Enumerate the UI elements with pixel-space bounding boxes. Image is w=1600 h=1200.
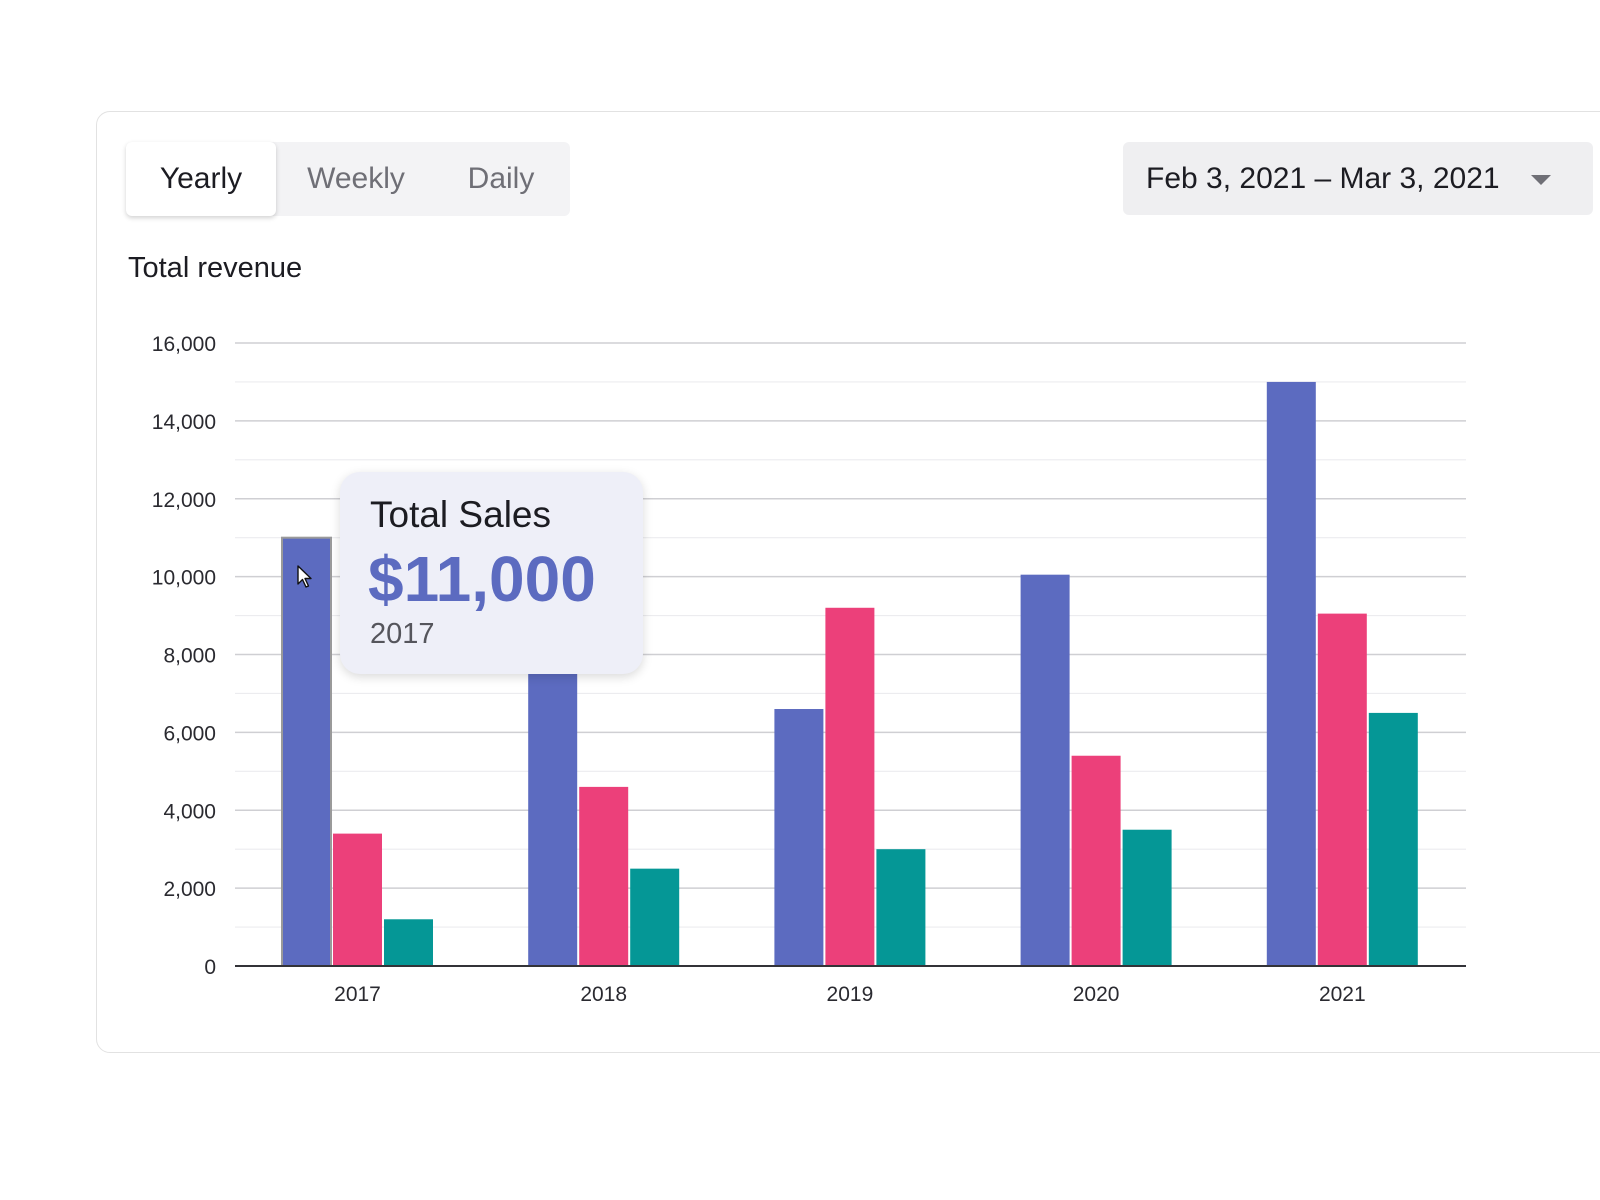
chart-section-title: Total revenue	[128, 252, 303, 284]
bar-2018-series-2[interactable]	[579, 786, 629, 966]
x-tick-label: 2019	[827, 983, 874, 1006]
chart-axes: 0 2,000 4,000 6,000 8,000 10,000 12,000 14,000 1…	[152, 333, 1466, 1006]
tooltip-category: 2017	[370, 618, 435, 650]
y-tick-label: 4,000	[163, 800, 216, 823]
date-range-select[interactable]: Feb 3, 2021 – Mar 3, 2021	[1123, 142, 1593, 215]
bar-2019-series-3[interactable]	[876, 849, 926, 966]
chart-bars	[281, 381, 1418, 967]
bar-2017-series-3[interactable]	[384, 919, 433, 966]
date-range-label: Feb 3, 2021 – Mar 3, 2021	[1146, 162, 1500, 195]
bar-2021-series-3[interactable]	[1368, 712, 1418, 966]
chevron-down-icon[interactable]	[1531, 175, 1551, 185]
x-tick-label: 2018	[580, 983, 627, 1006]
bar-2017-series-1[interactable]	[281, 536, 332, 967]
y-tick-label: 2,000	[163, 878, 216, 901]
bar-2017-series-2[interactable]	[333, 833, 382, 966]
y-tick-label: 10,000	[152, 567, 216, 590]
bar-2021-series-2[interactable]	[1317, 613, 1367, 966]
x-tick-label: 2021	[1319, 983, 1366, 1006]
tab-yearly[interactable]: Yearly	[126, 142, 276, 216]
chart-tooltip: Total Sales $11,000 2017	[340, 472, 643, 674]
y-tick-label: 16,000	[152, 333, 216, 356]
tooltip-value: $11,000	[368, 543, 596, 615]
bar-2021-series-1[interactable]	[1266, 381, 1316, 966]
period-tabs: Yearly Weekly Daily	[126, 142, 570, 216]
mouse-pointer-icon	[297, 565, 312, 588]
bar-2019-series-2[interactable]	[825, 607, 875, 966]
y-tick-label: 12,000	[152, 489, 216, 512]
tab-weekly[interactable]: Weekly	[307, 162, 405, 195]
bar-2020-series-1[interactable]	[1020, 574, 1070, 966]
x-tick-label: 2017	[334, 983, 381, 1006]
bar-2020-series-3[interactable]	[1122, 829, 1172, 966]
bar-2019-series-1[interactable]	[774, 709, 824, 966]
y-tick-label: 0	[204, 956, 216, 979]
y-tick-label: 6,000	[163, 722, 216, 745]
y-tick-label: 14,000	[152, 411, 216, 434]
tab-daily[interactable]: Daily	[467, 162, 535, 195]
x-tick-label: 2020	[1073, 983, 1120, 1006]
bar-2020-series-2[interactable]	[1071, 755, 1121, 966]
y-tick-label: 8,000	[163, 645, 216, 668]
tooltip-title: Total Sales	[370, 494, 551, 535]
bar-2018-series-3[interactable]	[630, 868, 680, 966]
bar-2018-series-1[interactable]	[528, 673, 578, 966]
